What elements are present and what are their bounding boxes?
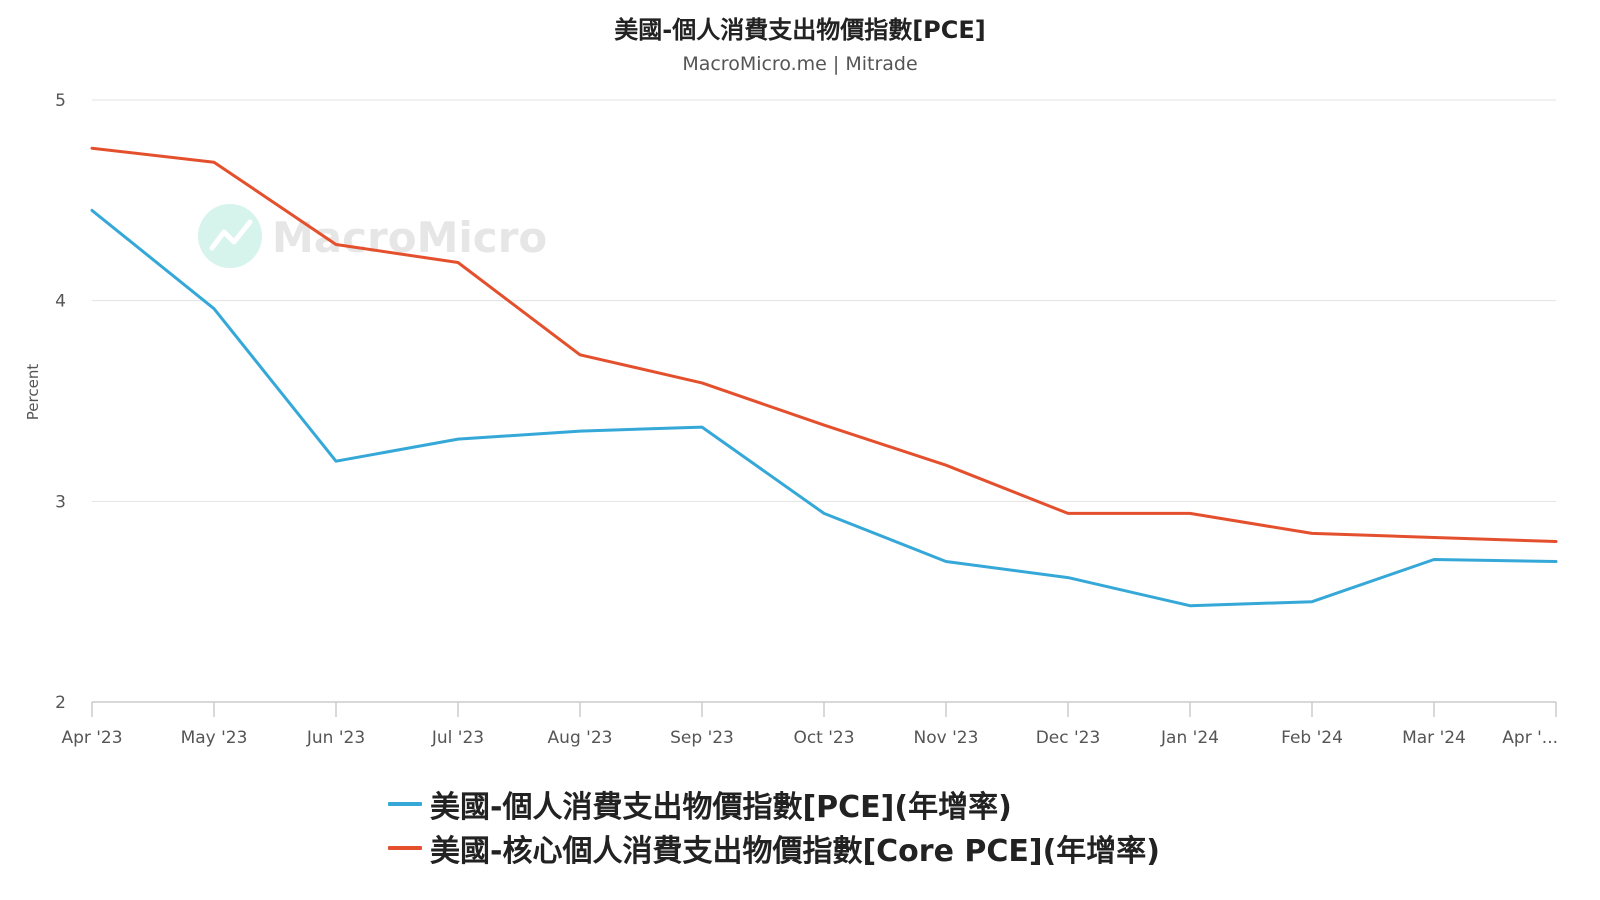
legend: 美國-個人消費支出物價指數[PCE](年增率) 美國-核心個人消費支出物價指數[… [388,782,1160,870]
x-tick-label: Apr '23 [61,728,122,748]
x-tick-label: Sep '23 [670,728,734,748]
x-tick-label: Feb '24 [1281,728,1343,748]
legend-swatch-pce [388,802,422,806]
x-tick-label: Jan '24 [1160,728,1219,748]
y-axis-label: Percent [24,364,42,421]
x-tick-label: Mar '24 [1402,728,1466,748]
y-tick-label: 5 [55,91,66,111]
series-line-pce[interactable] [90,208,1558,608]
x-tick-label: May '23 [181,728,248,748]
legend-item-pce[interactable]: 美國-個人消費支出物價指數[PCE](年增率) [388,782,1160,826]
y-tick-label: 2 [55,693,66,713]
y-tick-label: 4 [55,292,66,312]
legend-label-core-pce: 美國-核心個人消費支出物價指數[Core PCE](年增率) [430,834,1161,869]
legend-item-core-pce[interactable]: 美國-核心個人消費支出物價指數[Core PCE](年增率) [388,826,1160,870]
x-tick-label: Dec '23 [1036,728,1101,748]
x-tick-label: Nov '23 [914,728,979,748]
x-tick-label: Jun '23 [306,728,365,748]
x-tick-label: Oct '23 [793,728,854,748]
y-tick-label: 3 [55,492,66,512]
x-tick-label: Aug '23 [548,728,613,748]
watermark-text: MacroMicro [272,213,547,262]
x-tick-label: Jul '23 [431,728,484,748]
legend-label-pce: 美國-個人消費支出物價指數[PCE](年增率) [430,790,1012,825]
chart-subtitle: MacroMicro.me | Mitrade [682,53,918,75]
chart-title: 美國-個人消費支出物價指數[PCE] [614,16,986,44]
watermark-chart-icon [209,219,253,251]
legend-swatch-core-pce [388,846,422,850]
series-line-core-pce[interactable] [90,146,1558,543]
watermark: MacroMicro [198,204,547,268]
x-tick-label: Apr '... [1502,728,1558,748]
